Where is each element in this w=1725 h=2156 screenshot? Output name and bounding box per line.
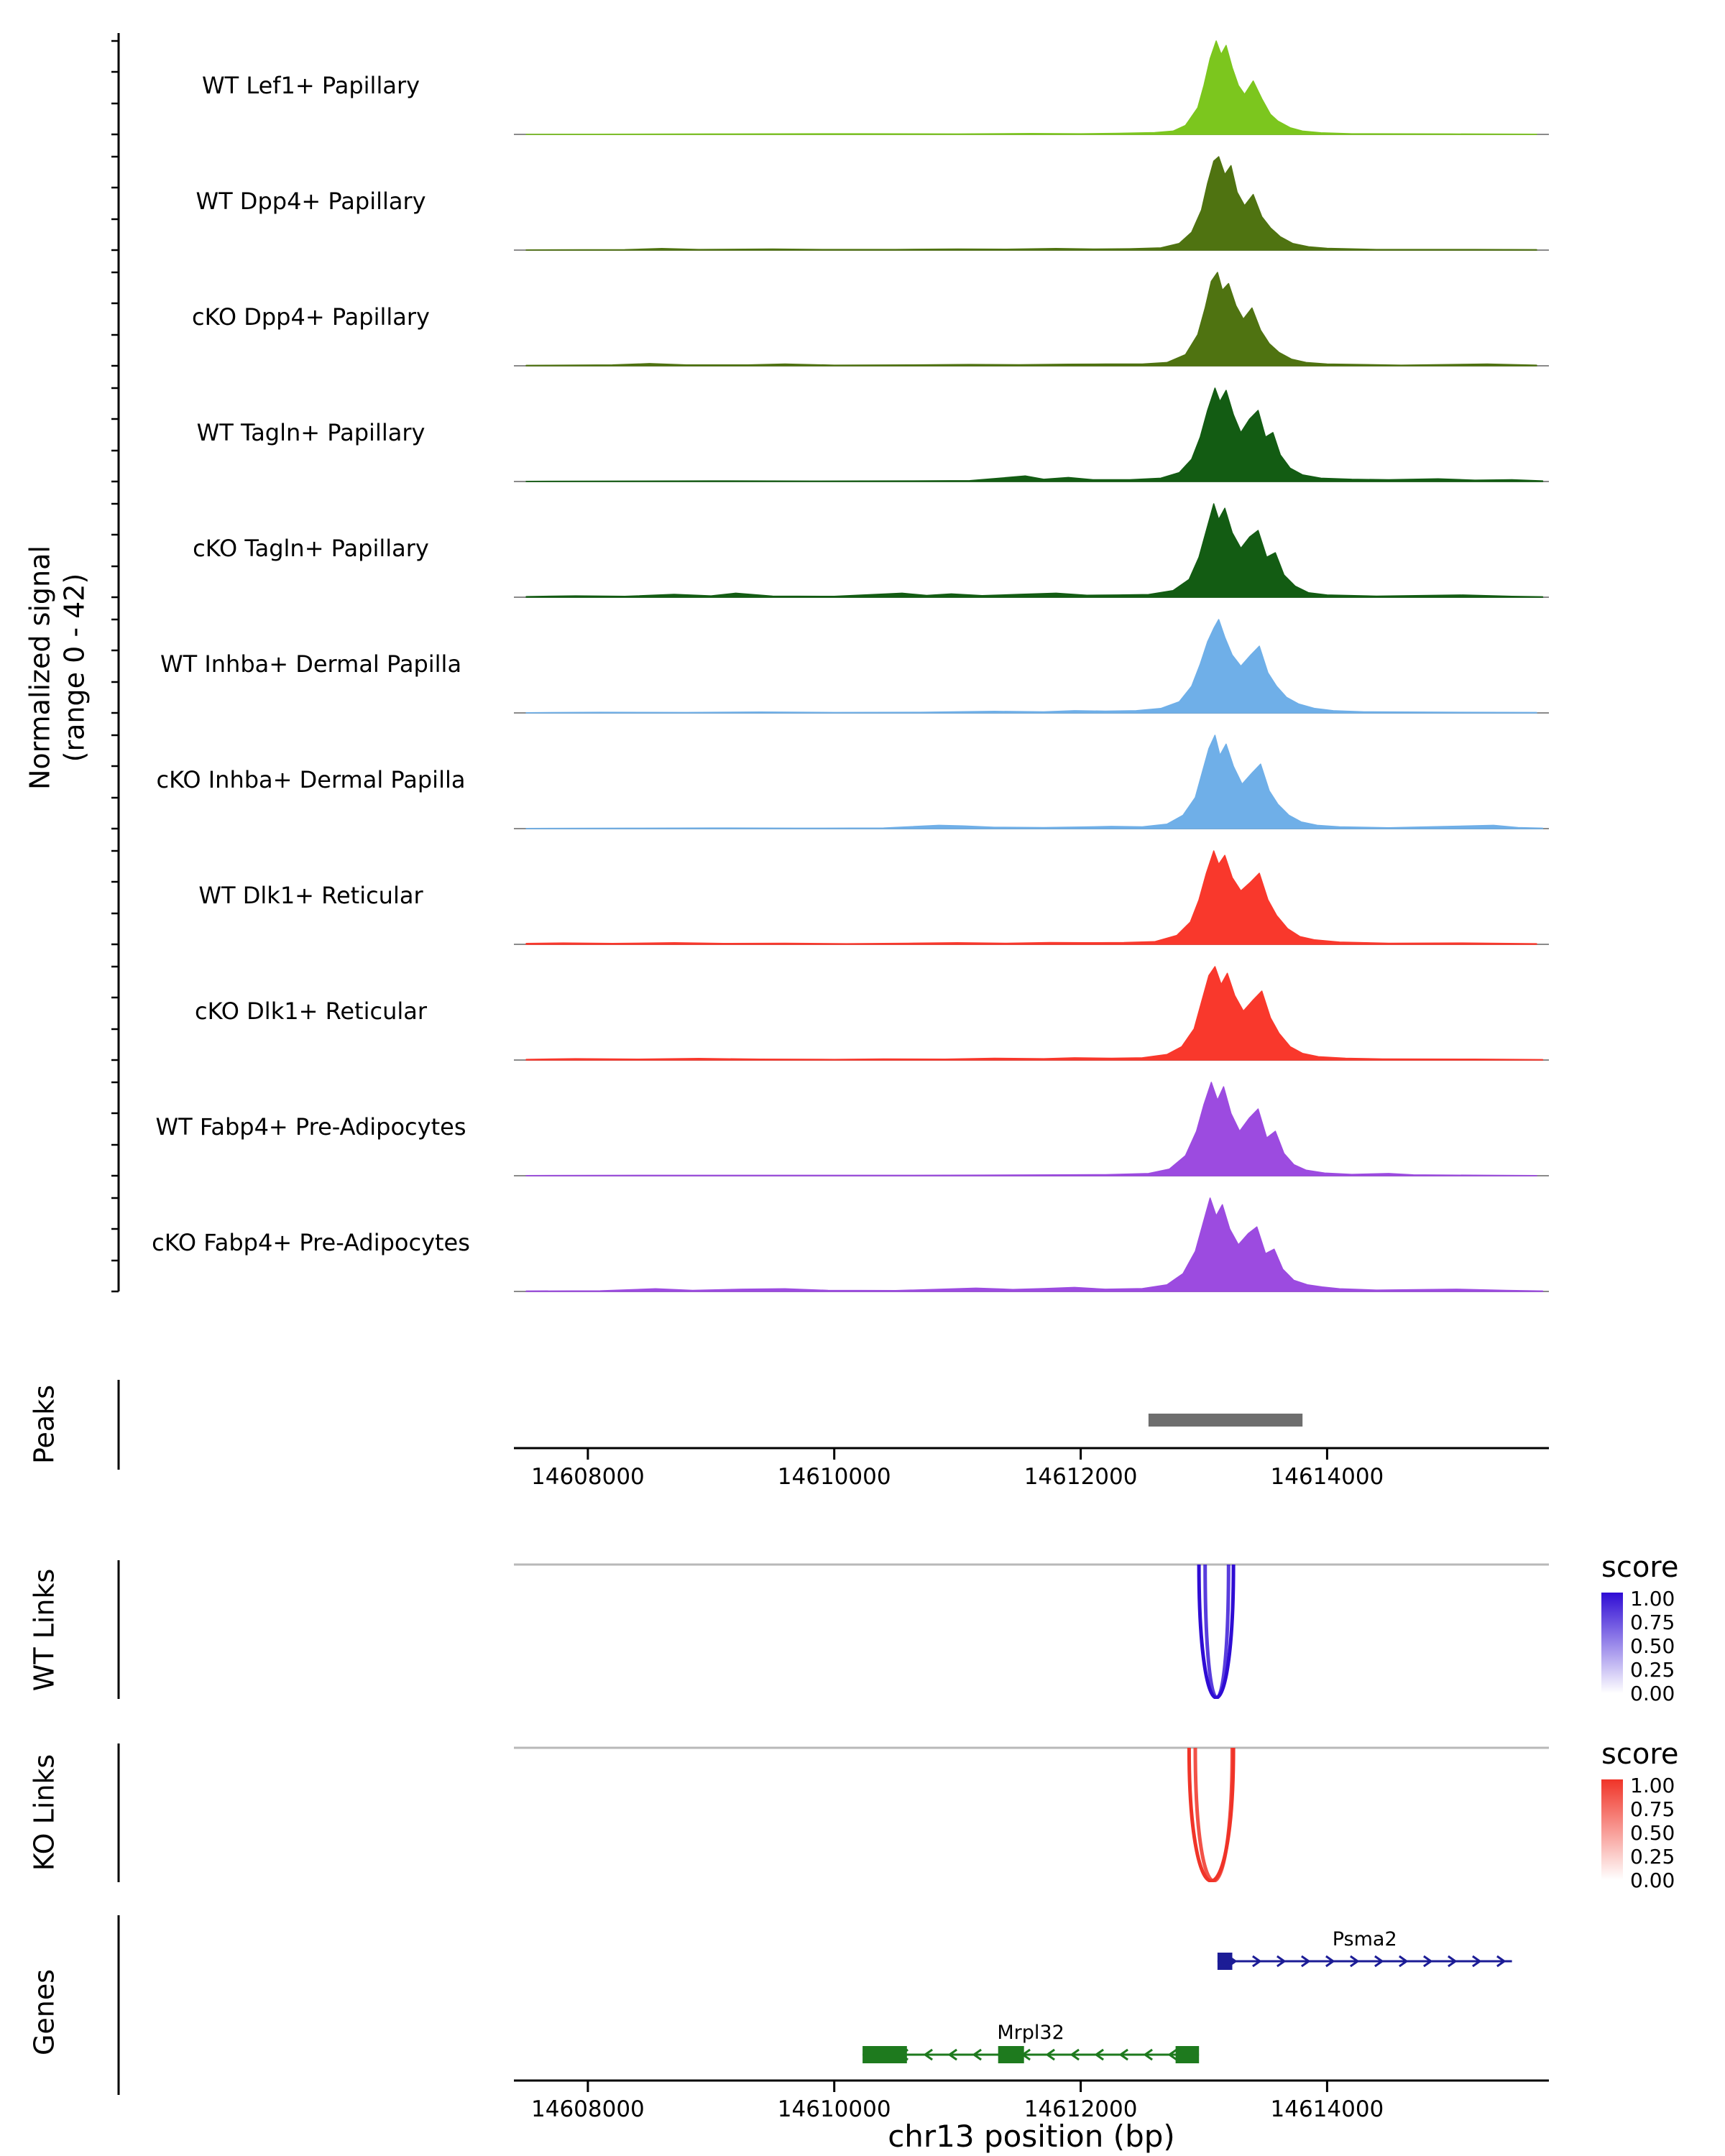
track-row: WT Dpp4+ Papillary	[0, 143, 1549, 259]
track-row: cKO Dpp4+ Papillary	[0, 259, 1549, 374]
coverage-track-svg	[514, 272, 1549, 367]
genes-track: Psma2 Mrpl32	[0, 1911, 1549, 2076]
track-label: cKO Tagln+ Papillary	[193, 534, 429, 562]
genome-axis-bottom: 14608000 14610000 14612000 14614000	[0, 2076, 1549, 2127]
coverage-track-svg	[514, 619, 1549, 714]
legend-tick: 1.00	[1630, 1774, 1675, 1797]
coverage-track-svg	[514, 734, 1549, 829]
track-row: cKO Dlk1+ Reticular	[0, 953, 1549, 1069]
track-row: cKO Inhba+ Dermal Papilla	[0, 722, 1549, 837]
coverage-tracks: WT Lef1+ Papillary WT Dpp4+ Papillary cK…	[0, 27, 1549, 1300]
peaks-track-svg	[1148, 1414, 1303, 1427]
track-label: WT Fabp4+ Pre-Adipocytes	[155, 1112, 466, 1141]
x-tick-label: 14612000	[1024, 1464, 1138, 1490]
x-axis-title: chr13 position (bp)	[888, 2119, 1175, 2154]
track-label: WT Dlk1+ Reticular	[198, 881, 423, 909]
legend-tick: 0.50	[1630, 1821, 1675, 1845]
track-row: WT Dlk1+ Reticular	[0, 837, 1549, 953]
coverage-track-svg	[514, 850, 1549, 945]
peaks-track	[0, 1393, 1549, 1444]
track-label: cKO Inhba+ Dermal Papilla	[156, 765, 466, 793]
legend-tick: 0.00	[1630, 1869, 1675, 1892]
x-tick-label: 14608000	[530, 2096, 645, 2122]
wt-score-gradient-bar	[1601, 1593, 1623, 1693]
ko-links-track	[0, 1742, 1549, 1882]
coverage-track-svg	[514, 503, 1549, 598]
track-label: WT Tagln+ Papillary	[196, 418, 426, 446]
genome-axis-top: 14608000 14610000 14612000 14614000	[0, 1444, 1549, 1494]
wt-links-svg	[514, 1563, 1549, 1699]
track-row: cKO Fabp4+ Pre-Adipocytes	[0, 1184, 1549, 1300]
coverage-track-svg	[514, 1082, 1549, 1176]
coverage-track-svg	[514, 156, 1549, 251]
coverage-track-svg	[514, 1197, 1549, 1292]
wt-links-track	[0, 1559, 1549, 1699]
ko-score-legend-title: score	[1601, 1738, 1679, 1771]
track-label: WT Dpp4+ Papillary	[196, 187, 426, 215]
legend-tick: 0.75	[1630, 1611, 1675, 1634]
track-row: cKO Tagln+ Papillary	[0, 490, 1549, 606]
coverage-track-svg	[514, 40, 1549, 135]
track-label: WT Inhba+ Dermal Papilla	[160, 650, 462, 678]
track-row: WT Inhba+ Dermal Papilla	[0, 606, 1549, 722]
legend-tick: 0.25	[1630, 1845, 1675, 1869]
x-tick-label: 14614000	[1270, 2096, 1384, 2122]
ko-links-svg	[514, 1746, 1549, 1882]
coverage-track-svg	[514, 387, 1549, 482]
track-label: cKO Dpp4+ Papillary	[192, 303, 430, 331]
legend-tick: 1.00	[1630, 1587, 1675, 1611]
legend-tick: 0.00	[1630, 1682, 1675, 1705]
x-tick-label: 14612000	[1024, 2096, 1138, 2122]
track-label: WT Lef1+ Papillary	[201, 71, 420, 99]
track-label: cKO Fabp4+ Pre-Adipocytes	[152, 1228, 470, 1256]
x-tick-label: 14608000	[530, 1464, 645, 1490]
x-tick-label: 14610000	[777, 2096, 891, 2122]
track-row: WT Fabp4+ Pre-Adipocytes	[0, 1069, 1549, 1184]
legend-tick: 0.50	[1630, 1634, 1675, 1658]
genome-axis-line	[514, 2079, 1549, 2092]
track-row: WT Lef1+ Papillary	[0, 27, 1549, 143]
coverage-track-svg	[514, 966, 1549, 1061]
x-tick-label: 14610000	[777, 1464, 891, 1490]
x-tick-label: 14614000	[1270, 1464, 1384, 1490]
ko-score-legend: score 1.00 0.75 0.50 0.25 0.00	[1601, 1738, 1679, 1892]
gene-label: Mrpl32	[997, 2022, 1064, 2044]
ko-score-gradient-bar	[1601, 1779, 1623, 1880]
legend-tick: 0.75	[1630, 1797, 1675, 1821]
genes-track-svg: Psma2 Mrpl32	[862, 1928, 1512, 2063]
track-row: WT Tagln+ Papillary	[0, 374, 1549, 490]
wt-score-legend-title: score	[1601, 1551, 1679, 1584]
legend-tick: 0.25	[1630, 1658, 1675, 1682]
track-label: cKO Dlk1+ Reticular	[194, 997, 428, 1025]
genome-axis-line	[514, 1447, 1549, 1460]
wt-score-legend: score 1.00 0.75 0.50 0.25 0.00	[1601, 1551, 1679, 1705]
gene-label: Psma2	[1333, 1928, 1397, 1950]
